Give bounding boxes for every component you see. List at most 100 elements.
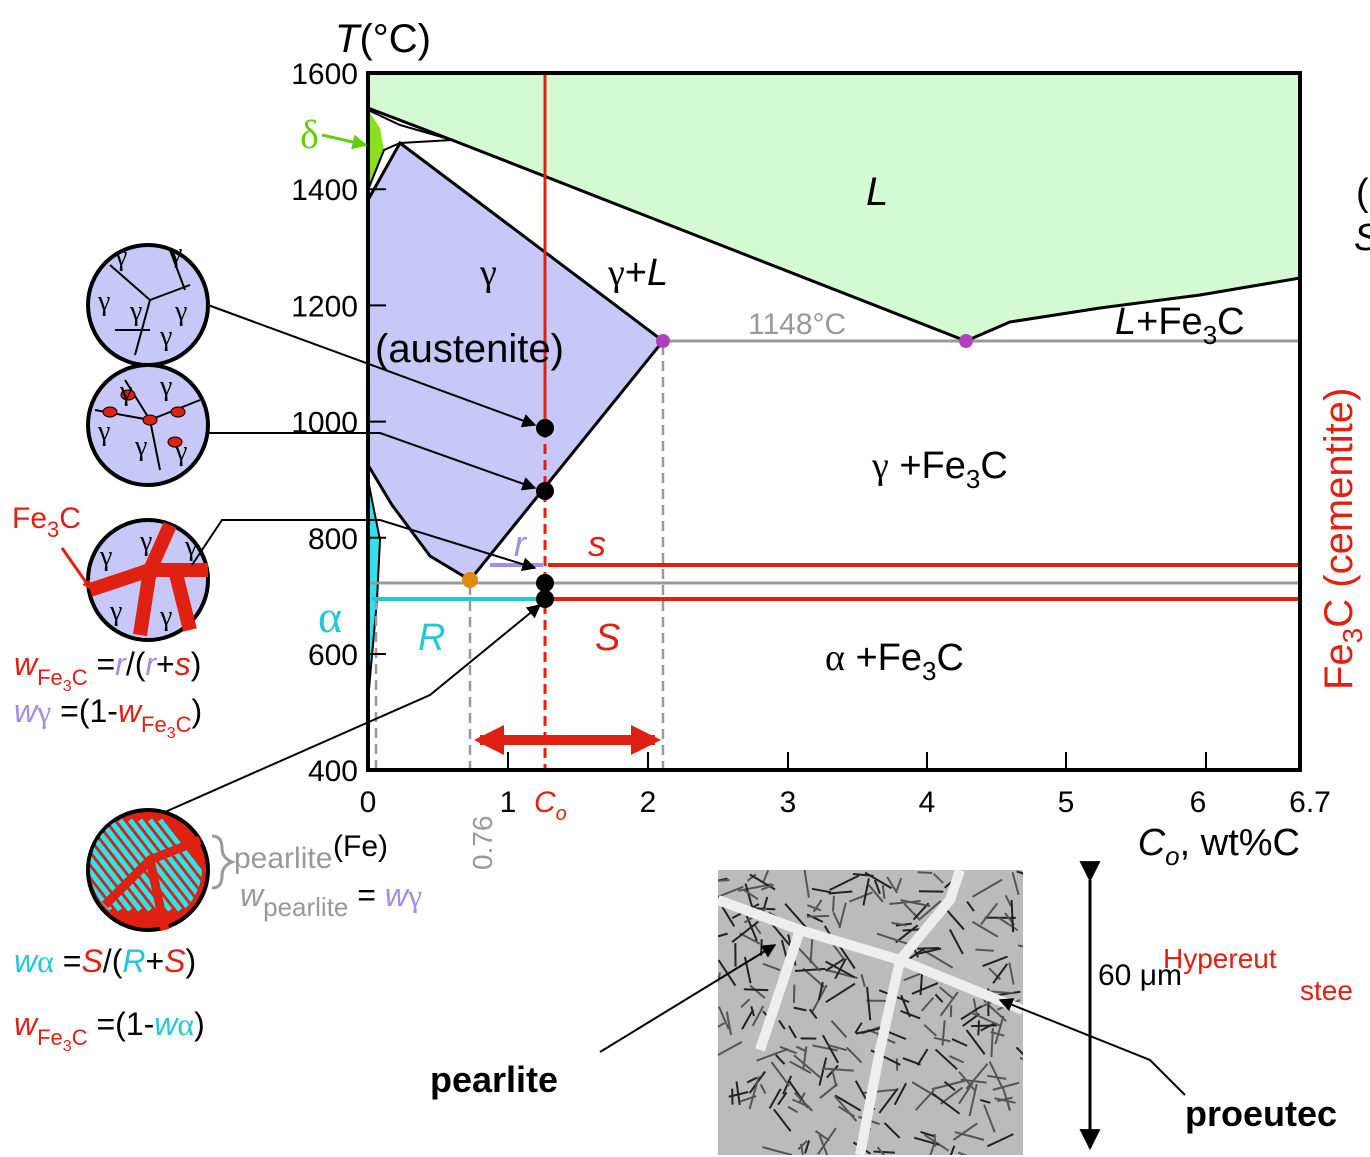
x-tick-label: 6 bbox=[1190, 786, 1207, 819]
eutectic-temp: 1148°C bbox=[748, 308, 846, 341]
eq-w-pearlite: wpearlite = wγ bbox=[240, 877, 422, 922]
x-tick-label: 5 bbox=[1058, 786, 1075, 819]
fe: Fe bbox=[12, 502, 47, 535]
eq-w-alpha: wα =S/(R+S) bbox=[14, 943, 196, 979]
grain-gamma: γ bbox=[97, 416, 110, 447]
y-title: T(°C) bbox=[335, 17, 431, 61]
sub: 3 bbox=[1337, 628, 1368, 644]
s: /( bbox=[126, 646, 146, 682]
sub: 3 bbox=[966, 464, 980, 494]
delta-arrow bbox=[322, 135, 366, 145]
s: C bbox=[72, 1025, 88, 1050]
y-tick-label: 1000 bbox=[291, 407, 358, 440]
s: 3 bbox=[63, 1038, 72, 1055]
point bbox=[959, 334, 973, 348]
grain-gamma: γ bbox=[159, 371, 172, 402]
s: s bbox=[175, 646, 191, 682]
lamella bbox=[807, 916, 829, 917]
x-tick-label: 4 bbox=[919, 786, 936, 819]
s: α bbox=[177, 1006, 194, 1042]
s: w bbox=[14, 1006, 39, 1042]
lamella bbox=[794, 985, 795, 1003]
lamella bbox=[975, 950, 993, 951]
a: α bbox=[825, 637, 845, 679]
x-tick-label: 2 bbox=[640, 786, 657, 819]
s: ) bbox=[185, 943, 196, 979]
grain-gamma: γ bbox=[119, 376, 132, 407]
o: o bbox=[1165, 841, 1179, 871]
gamma-fe3c-label: γ +Fe3C bbox=[871, 445, 1008, 494]
x-tick-label: 3 bbox=[780, 786, 797, 819]
proeutectoid-label: proeutec bbox=[1185, 1093, 1337, 1134]
lamella bbox=[744, 989, 769, 990]
c: C (cementite) bbox=[1317, 388, 1361, 628]
pearlite-photo-label: pearlite bbox=[430, 1059, 558, 1100]
phase-diagram: 160014001200100080060040001234566.7 T(°C… bbox=[0, 0, 1370, 1157]
s: R bbox=[122, 943, 145, 979]
fe: Fe bbox=[1317, 643, 1361, 690]
liquid-label: L bbox=[866, 170, 888, 214]
l-fe3c-label: L+Fe3C bbox=[1115, 301, 1245, 350]
point bbox=[656, 334, 670, 348]
s: w bbox=[14, 693, 39, 729]
lamella bbox=[978, 1020, 979, 1035]
grain-gamma: γ bbox=[97, 286, 110, 317]
s: γ bbox=[407, 877, 422, 913]
pointer bbox=[1000, 1000, 1185, 1095]
s: γ bbox=[36, 693, 51, 729]
grain-gamma: γ bbox=[159, 601, 172, 632]
gamma-label: γ bbox=[479, 252, 497, 294]
y-tick-label: 800 bbox=[308, 523, 358, 556]
cementite-label: Fe3C (cementite) bbox=[1317, 388, 1368, 690]
x-title: Co, wt%C bbox=[1138, 822, 1300, 871]
s: ) bbox=[194, 1006, 205, 1042]
caption: Hypereut bbox=[1163, 943, 1277, 974]
s: = bbox=[348, 877, 384, 913]
p: + bbox=[625, 252, 647, 294]
g: γ bbox=[607, 252, 625, 294]
pearlite-brace bbox=[212, 836, 232, 888]
lever-r: r bbox=[514, 523, 528, 564]
s: Fe bbox=[141, 712, 167, 737]
unit: (°C) bbox=[359, 17, 431, 61]
grain-gamma: γ bbox=[174, 436, 187, 467]
lamella bbox=[935, 1134, 936, 1147]
grain-gamma: γ bbox=[174, 296, 187, 327]
s: ) bbox=[191, 646, 202, 682]
s: w bbox=[14, 943, 39, 979]
y-tick-label: 600 bbox=[308, 639, 358, 672]
p: +Fe bbox=[1136, 301, 1203, 343]
p: +Fe bbox=[889, 445, 966, 487]
s: w bbox=[240, 877, 265, 913]
s: w bbox=[385, 877, 410, 913]
grain-gamma: γ bbox=[99, 541, 112, 572]
point bbox=[536, 574, 554, 592]
o: o bbox=[556, 803, 567, 825]
c: C bbox=[937, 637, 964, 679]
s: C bbox=[72, 665, 88, 690]
c: C bbox=[59, 502, 81, 535]
eq-w-fe3c: wFe3C =r/(r+s) bbox=[14, 646, 201, 695]
eq-w-fe3c-2: wFe3C =(1-wα) bbox=[14, 1006, 205, 1055]
cementite-particle bbox=[143, 415, 157, 425]
t: T bbox=[335, 17, 362, 61]
eq-w-gamma: wγ =(1-wFe3C) bbox=[14, 693, 202, 742]
c: C bbox=[1138, 822, 1166, 864]
s: C bbox=[176, 712, 192, 737]
cementite-particle bbox=[171, 407, 185, 417]
x-tick-label: 1 bbox=[500, 786, 517, 819]
y-tick-label: 1600 bbox=[291, 58, 358, 91]
s: = bbox=[88, 646, 116, 682]
grain-gamma: γ bbox=[184, 531, 197, 562]
grain-gamma: γ bbox=[139, 526, 152, 557]
lamella bbox=[991, 1028, 992, 1057]
y-tick-label: 1400 bbox=[291, 174, 358, 207]
s: + bbox=[156, 646, 175, 682]
sub: 3 bbox=[47, 517, 59, 542]
l: L bbox=[1115, 301, 1136, 343]
sub: 3 bbox=[922, 656, 936, 686]
rest: , wt%C bbox=[1180, 822, 1300, 864]
lamella bbox=[1020, 1058, 1044, 1071]
grain-gamma: γ bbox=[129, 296, 142, 327]
fe3c-left: Fe3C bbox=[12, 502, 81, 542]
